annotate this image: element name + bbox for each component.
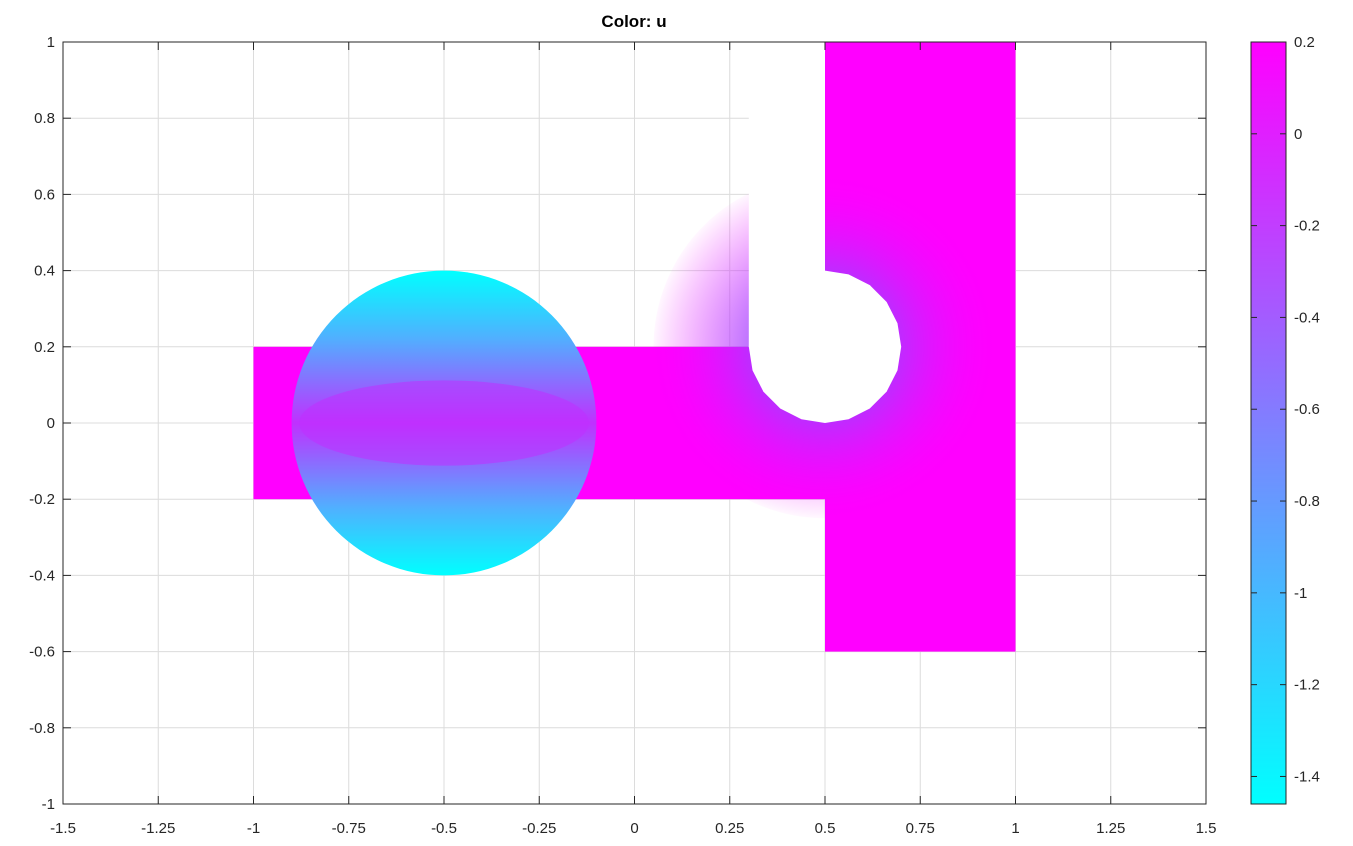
x-tick-label: 0.75 (906, 820, 935, 837)
x-tick-label: -0.75 (332, 820, 366, 837)
pde-domain (253, 42, 1016, 652)
colorbar-tick-label: -1.4 (1294, 768, 1320, 785)
x-tick-label: -0.5 (431, 820, 457, 837)
x-tick-label: -1.5 (50, 820, 76, 837)
y-tick-label: -0.8 (29, 720, 55, 737)
chart-title: Color: u (601, 12, 666, 31)
x-tick-label: 0 (630, 820, 638, 837)
x-axis-ticks: -1.5 -1.25 -1 -0.75 -0.5 -0.25 0 0.25 0.5 0.75 1 1.… (50, 42, 1216, 837)
domain-void-top (748, 42, 825, 347)
colorbar (1250, 41, 1287, 805)
colorbar-tick-label: -0.4 (1294, 309, 1320, 326)
colorbar-tick-label: -0.6 (1294, 401, 1320, 418)
x-tick-label: -1.25 (141, 820, 175, 837)
x-tick-label: 0.25 (715, 820, 744, 837)
x-tick-label: 1.5 (1196, 820, 1217, 837)
domain-circle-core (299, 380, 589, 466)
y-axis-ticks: -1 -0.8 -0.6 -0.4 -0.2 0 0.2 0.4 0.6 0.8 1 (29, 34, 1206, 813)
colorbar-tick-label: -0.8 (1294, 493, 1320, 510)
y-tick-label: 1 (47, 34, 55, 51)
x-tick-label: 1 (1011, 820, 1019, 837)
y-tick-label: 0 (47, 415, 55, 432)
y-tick-label: -0.4 (29, 567, 55, 584)
y-tick-label: 0.2 (34, 339, 55, 356)
y-tick-label: 0.4 (34, 263, 55, 280)
x-tick-label: -1 (247, 820, 260, 837)
colorbar-tick-label: 0 (1294, 126, 1302, 143)
colorbar-ticks: 0.2 0 -0.2 -0.4 -0.6 -0.8 -1 -1.2 -1.4 (1251, 34, 1320, 785)
x-tick-label: 0.5 (815, 820, 836, 837)
x-tick-label: 1.25 (1096, 820, 1125, 837)
colorbar-tick-label: -0.2 (1294, 218, 1320, 235)
y-tick-label: -0.2 (29, 491, 55, 508)
y-tick-label: 0.6 (34, 186, 55, 203)
y-tick-label: 0.8 (34, 110, 55, 127)
y-tick-label: -0.6 (29, 644, 55, 661)
y-tick-label: -1 (42, 796, 55, 813)
colorbar-tick-label: -1.2 (1294, 677, 1320, 694)
colorbar-tick-label: -1 (1294, 585, 1307, 602)
x-tick-label: -0.25 (522, 820, 556, 837)
colorbar-tick-label: 0.2 (1294, 34, 1315, 51)
